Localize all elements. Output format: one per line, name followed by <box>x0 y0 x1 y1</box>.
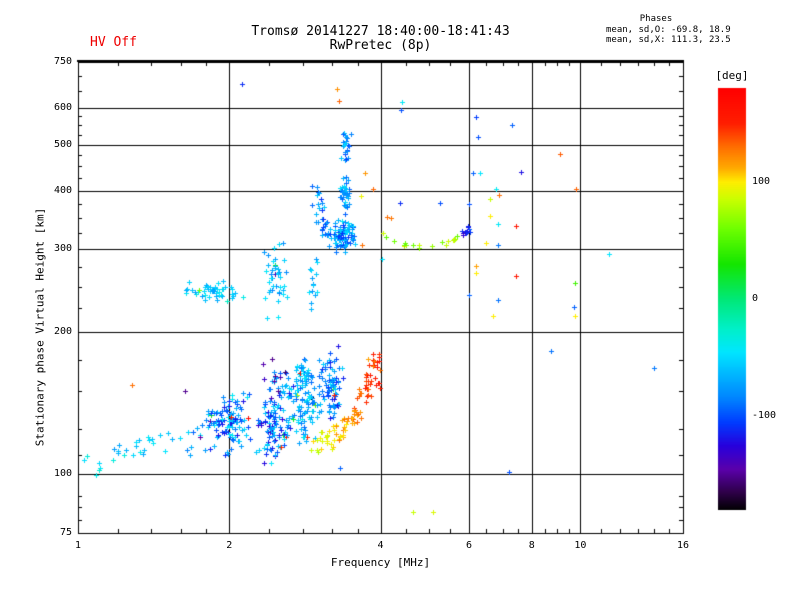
plot-title: Tromsø 20141227 18:40:00-18:41:43 <box>251 24 510 39</box>
y-tick-label: 100 <box>53 468 72 480</box>
phases-heading: Phases <box>639 14 673 24</box>
y-tick-label: 400 <box>53 184 72 196</box>
phases-mean-sd-o: mean, sd,O: -69.8, 18.9 <box>606 25 731 35</box>
x-tick-label: 16 <box>676 540 690 551</box>
y-tick-label: 500 <box>53 138 72 150</box>
plot-subtitle: RwPretec (8p) <box>329 38 432 53</box>
y-tick-label: 600 <box>53 101 72 113</box>
x-tick-label: 2 <box>226 540 233 551</box>
y-tick-label: 200 <box>53 326 72 338</box>
y-tick-label: 300 <box>53 243 72 255</box>
colorbar-tick-label: 100 <box>752 175 771 187</box>
colorbar-tick-label: -100 <box>752 410 777 422</box>
y-tick-label: 750 <box>53 56 72 67</box>
hv-status-label: HV Off <box>90 35 137 50</box>
x-tick-label: 10 <box>574 540 587 551</box>
x-tick-label: 1 <box>74 540 82 551</box>
colorbar-unit-label: [deg] <box>715 69 749 82</box>
x-tick-label: 4 <box>377 540 384 551</box>
x-tick-label: 6 <box>465 540 472 551</box>
y-tick-label: 75 <box>59 527 72 538</box>
x-tick-label: 8 <box>528 540 535 551</box>
colorbar-tick-label: 0 <box>752 293 759 304</box>
x-axis-title: Frequency [MHz] <box>330 556 431 569</box>
phases-mean-sd-x: mean, sd,X: 111.3, 23.5 <box>606 35 731 45</box>
